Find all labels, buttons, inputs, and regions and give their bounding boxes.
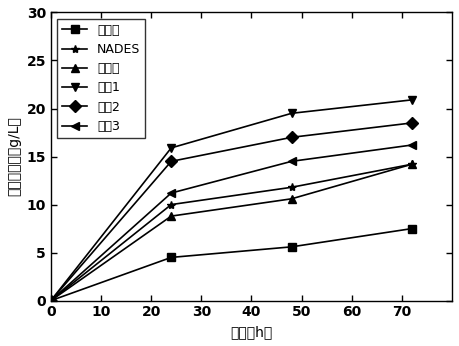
Line: 实折1: 实折1 [47,96,416,305]
实折1 [168,146,174,150]
未处理 [409,227,414,231]
未处理 [48,299,54,303]
X-axis label: 时间（h）: 时间（h） [230,325,273,339]
Legend: 未处理, NADES, 碳尿素, 实折1, 实折2, 实折3: 未处理, NADES, 碳尿素, 实折1, 实折2, 实折3 [57,19,146,138]
Line: 碳尿素: 碳尿素 [47,160,416,305]
实折1 [48,299,54,303]
NADES [48,299,54,303]
实折1 [289,111,294,115]
实折2 [168,159,174,163]
实折1 [409,98,414,102]
NADES [289,185,294,189]
实折3 [168,191,174,195]
实折2 [48,299,54,303]
实折3 [48,299,54,303]
实折3 [289,159,294,163]
实折3 [409,143,414,147]
实折2 [409,121,414,125]
Y-axis label: 还原糖浓度（g/L）: 还原糖浓度（g/L） [7,117,21,197]
实折2 [289,135,294,139]
碳尿素 [289,197,294,201]
Line: 实折3: 实折3 [47,141,416,305]
Line: NADES: NADES [47,160,416,305]
NADES [409,162,414,166]
Line: 未处理: 未处理 [47,225,416,305]
NADES [168,202,174,207]
未处理 [289,245,294,249]
未处理 [168,255,174,260]
碳尿素 [168,214,174,218]
碳尿素 [48,299,54,303]
Line: 实折2: 实折2 [47,119,416,305]
碳尿素 [409,162,414,166]
